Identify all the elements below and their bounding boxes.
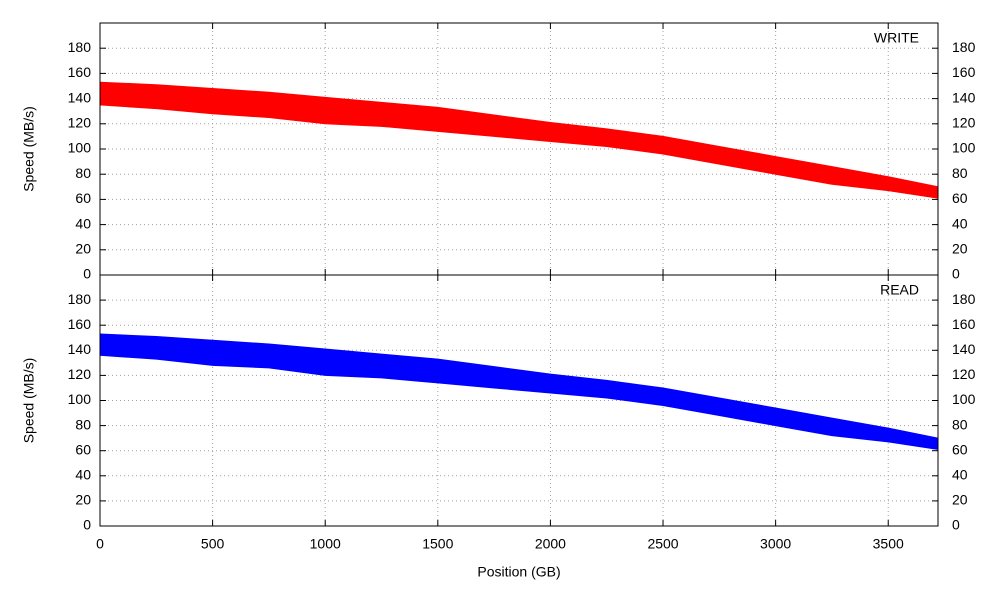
y2-tick-label: 20 xyxy=(952,241,968,257)
x-tick-label: 1500 xyxy=(422,536,453,552)
y-tick-label: 140 xyxy=(68,89,92,105)
y2-tick-label: 40 xyxy=(952,215,968,231)
x-tick-label: 0 xyxy=(96,536,104,552)
y2-tick-label: 60 xyxy=(952,190,968,206)
x-tick-label: 1000 xyxy=(310,536,341,552)
y-tick-label: 160 xyxy=(68,316,92,332)
y-tick-label: 120 xyxy=(68,115,92,131)
y2-tick-label: 120 xyxy=(952,366,976,382)
y-tick-label: 60 xyxy=(75,190,91,206)
x-tick-label: 3000 xyxy=(760,536,791,552)
y-axis-title: Speed (MB/s) xyxy=(21,358,37,444)
plot-frame xyxy=(99,274,939,527)
y2-tick-label: 180 xyxy=(952,39,976,55)
y-tick-label: 100 xyxy=(68,391,92,407)
y-tick-label: 20 xyxy=(75,241,91,257)
y2-tick-label: 160 xyxy=(952,64,976,80)
y-tick-label: 120 xyxy=(68,366,92,382)
x-tick-label: 2500 xyxy=(647,536,678,552)
y2-tick-label: 80 xyxy=(952,165,968,181)
x-tick-label: 500 xyxy=(201,536,225,552)
speed-band xyxy=(99,81,939,199)
y2-tick-label: 60 xyxy=(952,441,968,457)
y2-tick-label: 100 xyxy=(952,140,976,156)
x-tick-label: 2000 xyxy=(535,536,566,552)
y2-tick-label: 180 xyxy=(952,291,976,307)
y-tick-label: 100 xyxy=(68,140,92,156)
y2-tick-label: 100 xyxy=(952,391,976,407)
y-tick-label: 160 xyxy=(68,64,92,80)
y-tick-label: 180 xyxy=(68,291,92,307)
y2-tick-label: 80 xyxy=(952,416,968,432)
y-tick-label: 60 xyxy=(75,441,91,457)
y-tick-label: 0 xyxy=(83,517,91,533)
panel-label: WRITE xyxy=(874,30,919,46)
y2-tick-label: 0 xyxy=(952,266,960,282)
y-tick-label: 40 xyxy=(75,467,91,483)
speed-band xyxy=(99,333,939,451)
y2-tick-label: 140 xyxy=(952,89,976,105)
y2-tick-label: 120 xyxy=(952,115,976,131)
panel-label: READ xyxy=(880,282,919,298)
y-tick-label: 80 xyxy=(75,165,91,181)
y-tick-label: 0 xyxy=(83,266,91,282)
y2-tick-label: 160 xyxy=(952,316,976,332)
y2-tick-label: 0 xyxy=(952,517,960,533)
y-tick-label: 40 xyxy=(75,215,91,231)
y-tick-label: 20 xyxy=(75,492,91,508)
y-tick-label: 80 xyxy=(75,416,91,432)
y-tick-label: 180 xyxy=(68,39,92,55)
y2-tick-label: 40 xyxy=(952,467,968,483)
x-tick-label: 3500 xyxy=(873,536,904,552)
y-axis-title: Speed (MB/s) xyxy=(21,106,37,192)
y-tick-label: 140 xyxy=(68,341,92,357)
y2-tick-label: 140 xyxy=(952,341,976,357)
y2-tick-label: 20 xyxy=(952,492,968,508)
x-axis-title: Position (GB) xyxy=(477,564,560,580)
